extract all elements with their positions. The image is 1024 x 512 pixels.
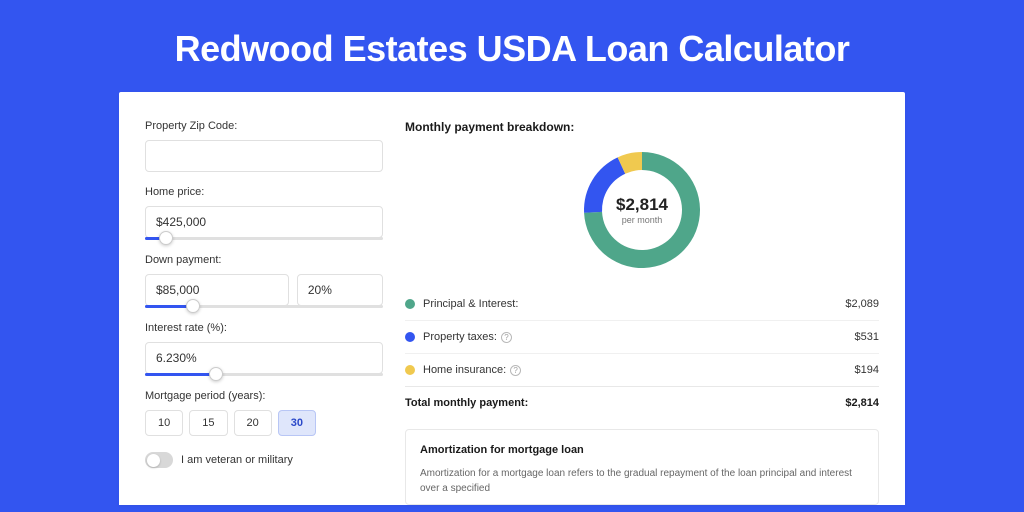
page-title: Redwood Estates USDA Loan Calculator — [0, 0, 1024, 92]
amortization-box: Amortization for mortgage loan Amortizat… — [405, 429, 879, 505]
legend-row: Property taxes:?$531 — [405, 320, 879, 353]
down-slider-thumb[interactable] — [186, 299, 200, 313]
legend-dot — [405, 299, 415, 309]
period-btn-20[interactable]: 20 — [234, 410, 272, 436]
zip-input[interactable] — [145, 140, 383, 172]
legend-dot — [405, 365, 415, 375]
total-label: Total monthly payment: — [405, 397, 845, 409]
calculator-card: Property Zip Code: Home price: Down paym… — [119, 92, 905, 505]
rate-field: Interest rate (%): — [145, 322, 383, 376]
veteran-toggle[interactable] — [145, 452, 173, 468]
veteran-row: I am veteran or military — [145, 452, 383, 468]
info-icon[interactable]: ? — [501, 332, 512, 343]
rate-label: Interest rate (%): — [145, 322, 383, 334]
legend: Principal & Interest:$2,089Property taxe… — [405, 288, 879, 386]
period-btn-15[interactable]: 15 — [189, 410, 227, 436]
price-input[interactable] — [145, 206, 383, 238]
period-btn-30[interactable]: 30 — [278, 410, 316, 436]
legend-value: $531 — [855, 331, 879, 343]
down-pct-input[interactable] — [297, 274, 383, 306]
period-field: Mortgage period (years): 1015 2030 — [145, 390, 383, 436]
amortization-title: Amortization for mortgage loan — [420, 444, 864, 456]
legend-row: Principal & Interest:$2,089 — [405, 288, 879, 320]
info-icon[interactable]: ? — [510, 365, 521, 376]
rate-slider-thumb[interactable] — [209, 367, 223, 381]
amortization-text: Amortization for a mortgage loan refers … — [420, 466, 864, 496]
form-column: Property Zip Code: Home price: Down paym… — [145, 120, 383, 505]
down-amount-input[interactable] — [145, 274, 289, 306]
legend-label: Home insurance:? — [423, 364, 855, 376]
down-label: Down payment: — [145, 254, 383, 266]
legend-label: Principal & Interest: — [423, 298, 845, 310]
down-slider[interactable] — [145, 305, 383, 308]
breakdown-title: Monthly payment breakdown: — [405, 120, 879, 134]
legend-row: Home insurance:?$194 — [405, 353, 879, 386]
zip-label: Property Zip Code: — [145, 120, 383, 132]
toggle-knob — [147, 454, 160, 467]
period-btn-10[interactable]: 10 — [145, 410, 183, 436]
price-slider[interactable] — [145, 237, 383, 240]
donut-chart: $2,814 per month — [405, 148, 879, 272]
rate-slider[interactable] — [145, 373, 383, 376]
price-field: Home price: — [145, 186, 383, 240]
rate-input[interactable] — [145, 342, 383, 374]
breakdown-column: Monthly payment breakdown: $2,814 per mo… — [405, 120, 879, 505]
total-row: Total monthly payment: $2,814 — [405, 386, 879, 419]
period-label: Mortgage period (years): — [145, 390, 383, 402]
legend-value: $2,089 — [845, 298, 879, 310]
donut-amount: $2,814 — [616, 195, 668, 215]
legend-label: Property taxes:? — [423, 331, 855, 343]
donut-sub: per month — [616, 215, 668, 225]
total-value: $2,814 — [845, 397, 879, 409]
zip-field: Property Zip Code: — [145, 120, 383, 172]
price-slider-thumb[interactable] — [159, 231, 173, 245]
veteran-label: I am veteran or military — [181, 454, 293, 466]
down-field: Down payment: — [145, 254, 383, 308]
price-label: Home price: — [145, 186, 383, 198]
donut-center: $2,814 per month — [616, 195, 668, 225]
legend-dot — [405, 332, 415, 342]
legend-value: $194 — [855, 364, 879, 376]
